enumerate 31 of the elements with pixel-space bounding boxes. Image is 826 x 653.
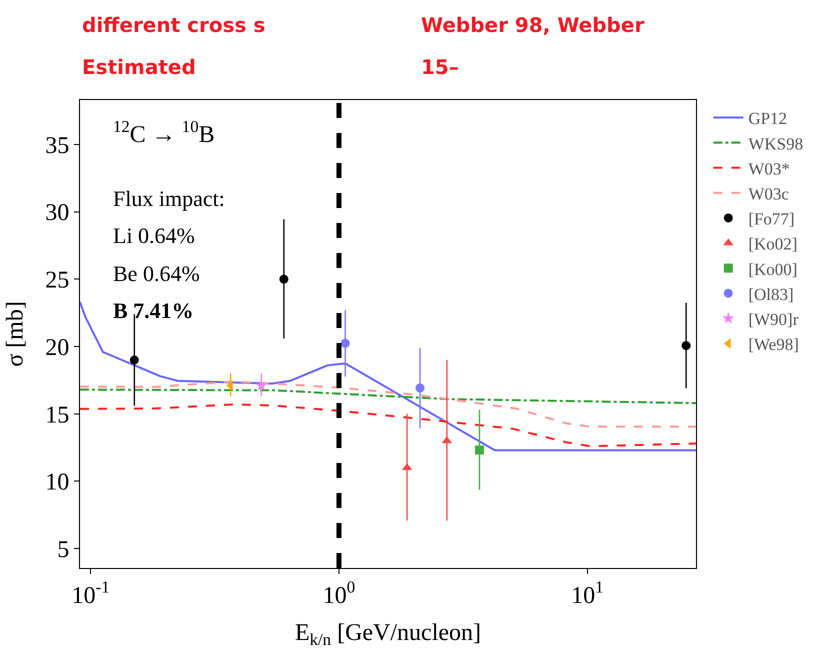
y-tick-label: 25 [45,268,70,294]
text: Estimated [82,55,196,79]
text: different cross s [82,13,266,37]
legend-label: [Ol83] [748,284,794,304]
y-tick-label: 20 [45,334,70,361]
y-tick-label: 15 [45,402,70,428]
legend-label: [We98] [748,335,799,354]
x-tick-label: 10$^{-1}$ [72,578,110,609]
x-axis-title: E$_{k/n}$ [GeV/nucleon] [294,620,482,650]
y-tick-label: 10 [45,470,70,496]
y-tick-label: 5 [57,537,70,563]
legend-label: [W90]r [748,310,799,329]
annotation: B 7.41% [113,298,194,323]
y-axis-title: σ [mb] [2,301,28,367]
legend-label: [Fo77] [748,210,795,229]
annotation: Be 0.64% [113,261,200,286]
annotation: $^{12}$C → $^{10}$B [113,117,215,148]
annotation: Flux impact: [113,186,225,211]
legend-label: W03* [748,159,790,178]
text: 15– [421,55,459,79]
legend-label: WKS98 [748,134,804,154]
x-tick-label: 10$^{0}$ [322,578,356,609]
legend-label: [Ko00] [748,260,798,279]
y-tick-label: 30 [45,200,70,226]
legend-label: W03c [748,184,790,204]
annotation: Li 0.64% [113,223,195,248]
y-tick-label: 35 [45,132,70,159]
legend-label: GP12 [748,109,788,128]
x-tick-label: 10$^{1}$ [571,578,604,609]
legend-label: [Ko02] [748,234,798,254]
text: Webber 98, Webber [421,13,644,37]
